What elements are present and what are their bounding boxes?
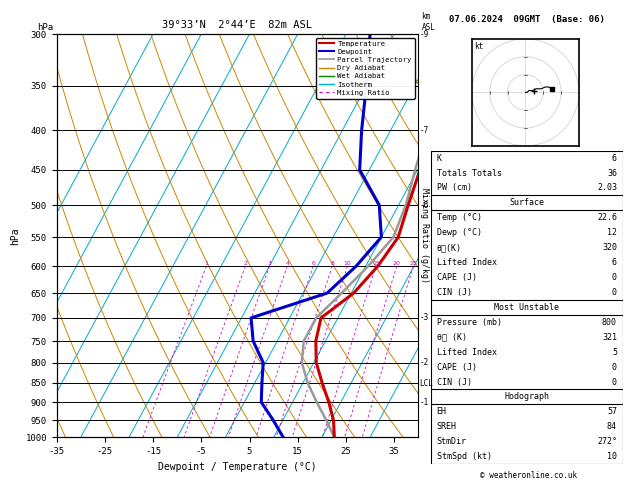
Text: θᴇ(K): θᴇ(K) <box>437 243 462 252</box>
Text: 5: 5 <box>612 347 617 357</box>
Text: 320: 320 <box>602 243 617 252</box>
Text: 10: 10 <box>343 261 352 266</box>
Text: K: K <box>437 154 442 163</box>
Text: -1: -1 <box>420 398 429 407</box>
Text: hPa: hPa <box>37 22 53 32</box>
Text: Most Unstable: Most Unstable <box>494 303 559 312</box>
Text: StmDir: StmDir <box>437 437 467 446</box>
Text: -9: -9 <box>420 30 429 38</box>
Text: Lifted Index: Lifted Index <box>437 258 497 267</box>
Text: SREH: SREH <box>437 422 457 431</box>
Text: 272°: 272° <box>597 437 617 446</box>
Text: 3: 3 <box>267 261 272 266</box>
Y-axis label: Mixing Ratio (g/kg): Mixing Ratio (g/kg) <box>420 188 430 283</box>
Text: 1: 1 <box>204 261 208 266</box>
Text: 4: 4 <box>286 261 289 266</box>
Text: -6: -6 <box>420 201 429 209</box>
Text: km
ASL: km ASL <box>421 12 435 32</box>
Text: -3: -3 <box>420 313 429 322</box>
Text: Totals Totals: Totals Totals <box>437 169 501 177</box>
Text: 07.06.2024  09GMT  (Base: 06): 07.06.2024 09GMT (Base: 06) <box>449 15 604 24</box>
Text: 12: 12 <box>607 228 617 237</box>
Text: Pressure (mb): Pressure (mb) <box>437 318 501 327</box>
Text: LCL: LCL <box>420 379 433 388</box>
X-axis label: Dewpoint / Temperature (°C): Dewpoint / Temperature (°C) <box>158 462 317 472</box>
Text: kt: kt <box>474 42 483 52</box>
Text: 36: 36 <box>607 169 617 177</box>
Text: θᴇ (K): θᴇ (K) <box>437 333 467 342</box>
Legend: Temperature, Dewpoint, Parcel Trajectory, Dry Adiabat, Wet Adiabat, Isotherm, Mi: Temperature, Dewpoint, Parcel Trajectory… <box>316 37 415 99</box>
Text: 2: 2 <box>243 261 247 266</box>
Title: 39°33’N  2°44’E  82m ASL: 39°33’N 2°44’E 82m ASL <box>162 20 313 31</box>
Text: 15: 15 <box>372 261 380 266</box>
Text: Dewp (°C): Dewp (°C) <box>437 228 482 237</box>
Text: -2: -2 <box>420 358 429 367</box>
Text: 6: 6 <box>612 154 617 163</box>
Text: 6: 6 <box>612 258 617 267</box>
Text: 321: 321 <box>602 333 617 342</box>
Y-axis label: hPa: hPa <box>10 227 20 244</box>
Text: CIN (J): CIN (J) <box>437 378 472 386</box>
Text: EH: EH <box>437 407 447 417</box>
Text: 22.6: 22.6 <box>597 213 617 222</box>
Text: 0: 0 <box>612 363 617 372</box>
Text: 20: 20 <box>393 261 401 266</box>
Text: 0: 0 <box>612 378 617 386</box>
Text: StmSpd (kt): StmSpd (kt) <box>437 452 492 461</box>
Text: 800: 800 <box>602 318 617 327</box>
Text: CAPE (J): CAPE (J) <box>437 273 477 282</box>
Text: 10: 10 <box>607 452 617 461</box>
Text: 0: 0 <box>612 273 617 282</box>
Text: Surface: Surface <box>509 198 544 208</box>
Text: Lifted Index: Lifted Index <box>437 347 497 357</box>
Text: © weatheronline.co.uk: © weatheronline.co.uk <box>480 471 577 480</box>
Text: 84: 84 <box>607 422 617 431</box>
Text: 6: 6 <box>311 261 315 266</box>
Text: PW (cm): PW (cm) <box>437 184 472 192</box>
Text: CAPE (J): CAPE (J) <box>437 363 477 372</box>
Text: Hodograph: Hodograph <box>504 393 549 401</box>
Text: 8: 8 <box>330 261 334 266</box>
Text: CIN (J): CIN (J) <box>437 288 472 297</box>
Text: -7: -7 <box>420 126 429 135</box>
Text: 57: 57 <box>607 407 617 417</box>
Text: Temp (°C): Temp (°C) <box>437 213 482 222</box>
Text: 2.03: 2.03 <box>597 184 617 192</box>
Text: 25: 25 <box>409 261 417 266</box>
Text: 0: 0 <box>612 288 617 297</box>
